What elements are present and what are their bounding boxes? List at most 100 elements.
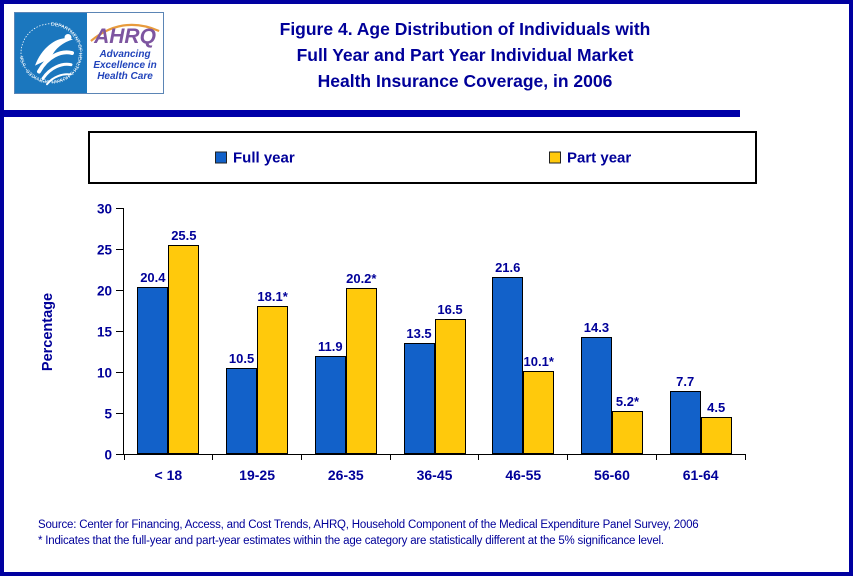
source-line: Source: Center for Financing, Access, an… bbox=[38, 519, 699, 531]
bar-value-label: 14.3 bbox=[583, 319, 610, 335]
ahrq-logo-panel: AHRQ Advancing Excellence in Health Care bbox=[87, 13, 163, 93]
bar-value-label: 10.5 bbox=[228, 350, 255, 366]
y-tick-label: 0 bbox=[104, 447, 112, 463]
y-axis-tick bbox=[116, 412, 124, 414]
bar-groups: 20.4 25.5 < 18 10.5 18.1* 19-25 11.9 20.2* 26-35… bbox=[124, 209, 745, 483]
header-divider-rule bbox=[4, 110, 740, 117]
y-tick-label: 10 bbox=[96, 365, 112, 381]
bar-value-label: 5.2* bbox=[615, 394, 640, 410]
bar-group: 10.5 18.1* 19-25 bbox=[213, 209, 302, 483]
bar-pair: 21.6 10.1* bbox=[492, 260, 555, 454]
x-axis-category-label: 61-64 bbox=[682, 467, 719, 483]
x-axis-tick bbox=[123, 454, 125, 460]
bar-group: 21.6 10.1* 46-55 bbox=[479, 209, 568, 483]
bar-value-label: 4.5 bbox=[707, 400, 726, 416]
legend-swatch-part-year bbox=[549, 151, 561, 164]
x-axis-category-label: 56-60 bbox=[594, 467, 630, 483]
bar-part-year: 25.5 bbox=[168, 228, 200, 454]
x-axis-tick bbox=[655, 454, 657, 460]
bar-pair: 20.4 25.5 bbox=[137, 228, 200, 454]
bar-value-label: 20.4 bbox=[140, 269, 166, 285]
ahrq-tagline-line: Excellence in bbox=[93, 60, 157, 71]
bar-group: 13.5 16.5 36-45 bbox=[390, 209, 479, 483]
bar-value-label: 20.2* bbox=[346, 271, 377, 287]
bar-pair: 13.5 16.5 bbox=[403, 302, 466, 454]
bar-group: 14.3 5.2* 56-60 bbox=[568, 209, 657, 483]
eagle-icon bbox=[35, 33, 74, 86]
y-axis-tick bbox=[116, 207, 124, 209]
bar-group: 11.9 20.2* 26-35 bbox=[301, 209, 390, 483]
y-tick-label: 25 bbox=[96, 242, 112, 258]
bar-pair: 7.7 4.5 bbox=[669, 374, 732, 454]
x-axis-category-label: 19-25 bbox=[239, 467, 275, 483]
plot-area: 20.4 25.5 < 18 10.5 18.1* 19-25 11.9 20.2* 26-35… bbox=[116, 207, 746, 483]
bar-part-year: 4.5 bbox=[700, 400, 732, 454]
ahrq-tagline-line: Health Care bbox=[97, 71, 153, 82]
bar-value-label: 10.1* bbox=[523, 354, 554, 370]
legend-swatch-full-year bbox=[215, 151, 227, 164]
footer-notes: Source: Center for Financing, Access, an… bbox=[38, 517, 828, 549]
legend-item-part-year: Part year bbox=[549, 149, 631, 166]
y-axis-title: Percentage bbox=[40, 292, 56, 372]
figure-title-line: Full Year and Part Year Individual Marke… bbox=[296, 45, 634, 65]
bar-full-year: 20.4 bbox=[137, 270, 169, 454]
bar-value-label: 18.1* bbox=[257, 288, 288, 304]
bar-value-label: 13.5 bbox=[406, 326, 432, 342]
hhs-seal-icon: DEPARTMENT OF HEALTH & HUMAN SERVICES · … bbox=[15, 13, 87, 93]
bar-group: 20.4 25.5 < 18 bbox=[124, 209, 213, 483]
bar-full-year: 10.5 bbox=[226, 351, 258, 454]
y-axis-tick bbox=[116, 453, 124, 455]
y-tick-label: 15 bbox=[96, 324, 112, 340]
ahrq-tagline-line: Advancing bbox=[99, 49, 151, 60]
x-axis-category-label: 36-45 bbox=[416, 467, 453, 483]
bar-group: 7.7 4.5 61-64 bbox=[656, 209, 745, 483]
bar-full-year: 11.9 bbox=[314, 339, 346, 454]
bar-value-label: 16.5 bbox=[437, 301, 463, 317]
y-axis-tick bbox=[116, 371, 124, 373]
ahrq-arc-icon bbox=[90, 23, 160, 42]
bar-full-year: 14.3 bbox=[580, 320, 612, 454]
bar-part-year: 16.5 bbox=[434, 302, 466, 454]
legend-label-full-year: Full year bbox=[233, 149, 295, 166]
significance-note-line: * Indicates that the full-year and part-… bbox=[38, 535, 664, 547]
figure-title-line: Health Insurance Coverage, in 2006 bbox=[317, 71, 613, 91]
bar-full-year: 7.7 bbox=[669, 374, 701, 454]
x-axis-category-label: < 18 bbox=[154, 467, 183, 483]
chart-legend: Full year Part year bbox=[88, 131, 757, 184]
ahrq-wordmark: AHRQ bbox=[94, 25, 156, 48]
x-axis-category-label: 26-35 bbox=[327, 467, 364, 483]
bar-part-year: 18.1* bbox=[257, 289, 289, 454]
bar-pair: 14.3 5.2* bbox=[580, 320, 643, 454]
bar-part-year: 10.1* bbox=[523, 354, 555, 454]
y-axis-tick bbox=[116, 289, 124, 291]
figure-title: Figure 4. Age Distribution of Individual… bbox=[165, 16, 765, 94]
x-axis-tick bbox=[389, 454, 391, 460]
x-axis-tick bbox=[567, 454, 569, 460]
bar-pair: 11.9 20.2* bbox=[314, 271, 377, 454]
bar-value-label: 11.9 bbox=[318, 339, 343, 355]
figure-title-line: Figure 4. Age Distribution of Individual… bbox=[279, 19, 651, 39]
bar-pair: 10.5 18.1* bbox=[226, 289, 289, 454]
x-axis-tick bbox=[300, 454, 302, 460]
bar-part-year: 5.2* bbox=[611, 394, 643, 454]
legend-item-full-year: Full year bbox=[215, 149, 295, 166]
y-tick-label: 30 bbox=[96, 201, 112, 217]
bar-value-label: 25.5 bbox=[171, 227, 197, 243]
y-tick-label: 20 bbox=[96, 283, 112, 299]
x-axis-tick bbox=[744, 454, 746, 460]
y-axis-tick bbox=[116, 248, 124, 250]
bar-value-label: 21.6 bbox=[495, 259, 521, 275]
x-axis-tick bbox=[212, 454, 214, 460]
ahrq-hhs-logo: DEPARTMENT OF HEALTH & HUMAN SERVICES · … bbox=[14, 12, 164, 94]
y-tick-label: 5 bbox=[104, 406, 112, 422]
bar-part-year: 20.2* bbox=[345, 271, 377, 454]
x-axis-category-label: 46-55 bbox=[505, 467, 542, 483]
y-tick-labels: 0 5 10 15 20 25 30 bbox=[76, 202, 112, 463]
y-axis-tick bbox=[116, 330, 124, 332]
bar-full-year: 21.6 bbox=[492, 260, 524, 454]
bar-full-year: 13.5 bbox=[403, 326, 435, 454]
x-axis-tick bbox=[478, 454, 480, 460]
legend-label-part-year: Part year bbox=[567, 149, 632, 166]
ahrq-tagline: Advancing Excellence in Health Care bbox=[87, 49, 163, 82]
